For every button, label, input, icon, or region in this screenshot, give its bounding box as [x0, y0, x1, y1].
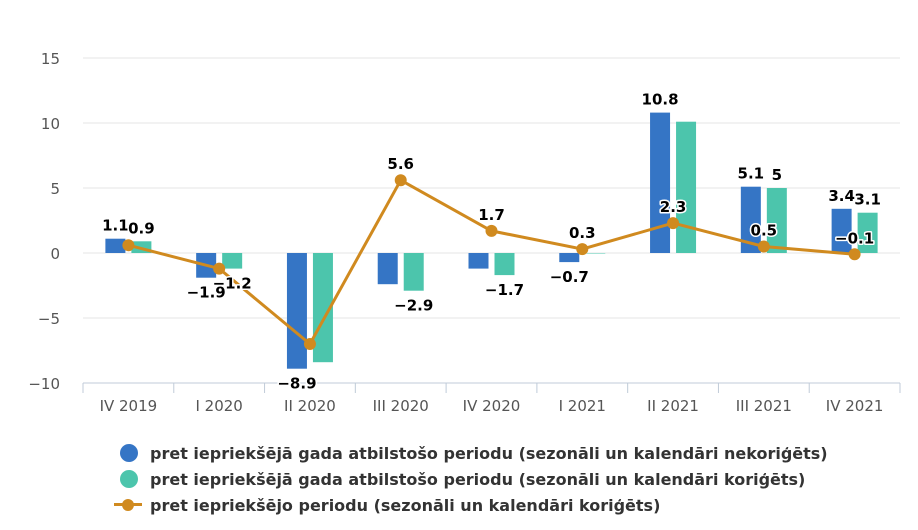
legend-marker-3 — [112, 495, 146, 515]
data-label: 5 — [772, 166, 782, 184]
line-point[interactable] — [848, 248, 861, 261]
bar[interactable] — [105, 238, 126, 253]
legend-marker-1 — [112, 443, 146, 463]
y-tick-label: 15 — [41, 50, 60, 68]
x-tick-label: III 2020 — [373, 397, 429, 415]
legend-label-3: pret iepriekšējo periodu (sezonāli un ka… — [150, 495, 661, 515]
data-label: 3.1 — [854, 191, 881, 209]
line-point[interactable] — [394, 174, 407, 187]
x-tick-label: IV 2019 — [100, 397, 158, 415]
y-tick-label: −5 — [38, 310, 60, 328]
bar[interactable] — [222, 253, 243, 269]
line-point[interactable] — [757, 240, 770, 253]
x-axis: IV 2019 I 2020 II 2020 III 2020 IV 2020 I 202… — [82, 382, 901, 415]
data-label: −1.9 — [187, 284, 226, 302]
y-axis-ticks: −10 −5 0 5 10 15 — [28, 50, 60, 393]
bar[interactable] — [650, 112, 671, 253]
data-label: 3.4 — [828, 187, 855, 205]
x-tick-label: II 2021 — [647, 397, 699, 415]
line-point[interactable] — [303, 338, 316, 350]
y-tick-label: 0 — [50, 245, 60, 263]
y-tick-label: −10 — [28, 375, 60, 393]
data-label: −8.9 — [277, 375, 316, 393]
bar[interactable] — [403, 253, 424, 291]
data-label: 0.3 — [569, 224, 596, 242]
grid — [83, 57, 900, 319]
data-labels: 1.1 −1.9 −8.9 −0.7 10.8 5.1 3.4 0.9 −1.2 −2.9 −1.7… — [101, 89, 883, 394]
x-tick-label: II 2020 — [284, 397, 336, 415]
legend-item-1[interactable]: pret iepriekšējā gada atbilstošo periodu… — [112, 440, 828, 466]
data-label: 0.5 — [751, 222, 778, 240]
x-tick-label: III 2021 — [736, 397, 792, 415]
y-tick-label: 10 — [41, 115, 60, 133]
legend-item-3[interactable]: pret iepriekšējo periodu (sezonāli un ka… — [112, 492, 828, 518]
data-label: −1.7 — [485, 281, 524, 299]
data-label: −2.9 — [394, 297, 433, 315]
data-label: −0.7 — [550, 268, 589, 286]
data-label: 0.9 — [128, 219, 155, 237]
bar[interactable] — [857, 212, 878, 253]
line-series — [122, 174, 861, 350]
legend-label-1: pret iepriekšējā gada atbilstošo periodu… — [150, 443, 828, 463]
bar[interactable] — [377, 253, 398, 285]
line-point[interactable] — [122, 239, 135, 252]
line-point[interactable] — [667, 217, 680, 230]
data-label: 1.1 — [102, 217, 129, 235]
bars — [105, 112, 878, 369]
bar[interactable] — [559, 253, 580, 263]
bar[interactable] — [676, 121, 697, 253]
legend-label-2: pret iepriekšējā gada atbilstošo periodu… — [150, 469, 806, 489]
legend-marker-2 — [112, 469, 146, 489]
line-point[interactable] — [213, 262, 226, 275]
bar[interactable] — [585, 253, 606, 254]
bar[interactable] — [740, 186, 761, 253]
x-tick-label: IV 2021 — [826, 397, 884, 415]
bar[interactable] — [766, 188, 787, 253]
data-label: −0.1 — [835, 229, 874, 247]
bar[interactable] — [831, 208, 852, 253]
bar[interactable] — [286, 253, 307, 369]
legend: pret iepriekšējā gada atbilstošo periodu… — [112, 440, 828, 518]
data-label: 10.8 — [642, 91, 679, 109]
chart: −10 −5 0 5 10 15 IV 2019 I 2020 II 2020 III 2020… — [28, 50, 901, 415]
bar[interactable] — [312, 253, 333, 363]
y-tick-label: 5 — [50, 180, 60, 198]
data-label: 5.6 — [387, 155, 414, 173]
legend-item-2[interactable]: pret iepriekšējā gada atbilstošo periodu… — [112, 466, 828, 492]
x-tick-label: I 2020 — [195, 397, 242, 415]
x-tick-label: I 2021 — [559, 397, 606, 415]
bar[interactable] — [468, 253, 489, 269]
data-label: 2.3 — [660, 198, 687, 216]
data-label: 5.1 — [738, 165, 765, 183]
bar[interactable] — [494, 253, 515, 276]
data-label: −1.2 — [213, 275, 252, 293]
line-point[interactable] — [485, 224, 498, 237]
x-tick-label: IV 2020 — [463, 397, 521, 415]
data-label: 1.7 — [478, 206, 505, 224]
line-point[interactable] — [576, 243, 589, 256]
